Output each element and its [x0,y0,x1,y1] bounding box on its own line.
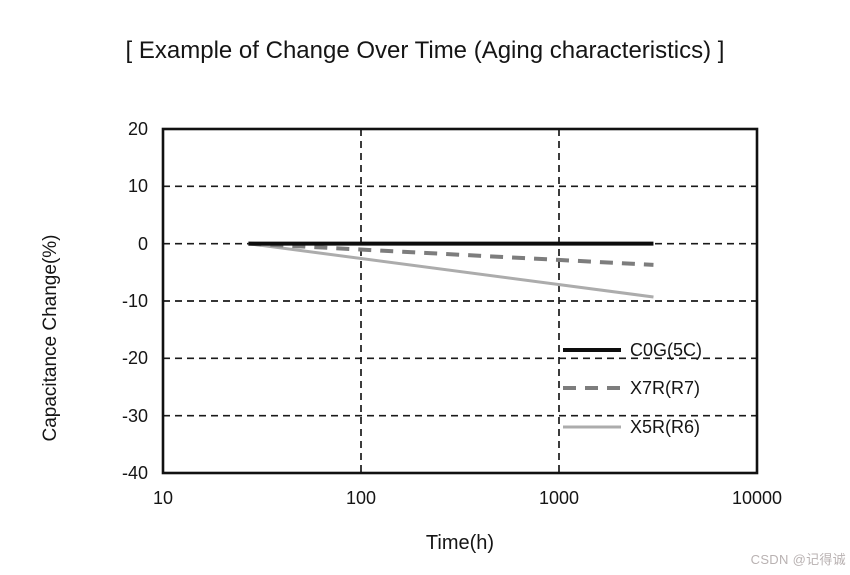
x-axis-label: Time(h) [425,532,495,554]
y-tick-label: -40 [121,463,148,483]
series-line [248,241,654,267]
plot-frame [161,127,759,475]
x-tick-label: 10000 [731,488,783,508]
legend-line-sample [563,348,621,352]
y-tick-label: 20 [127,119,148,139]
x-tick-label: 10 [152,488,174,508]
legend-line-sample [563,386,621,390]
legend-item: X5R(R6) [563,417,700,437]
series-line [248,242,654,299]
legend-item: X7R(R7) [563,378,700,398]
x-tick-label: 100 [345,488,377,508]
legend-label: X7R(R7) [630,377,701,398]
y-tick-label: -30 [121,405,148,426]
legend-item: C0G(5C) [563,340,702,360]
legend-line-sample [563,425,621,429]
x-tick-label: 1000 [538,488,580,508]
y-tick-label: -20 [121,348,148,369]
y-tick-label: 10 [127,176,148,197]
watermark: CSDN @记得诚 [750,552,846,567]
chart-title: [ Example of Change Over Time (Aging cha… [125,37,725,64]
legend-label: X5R(R6) [630,416,701,437]
y-tick-label: -10 [121,291,148,311]
y-tick-label: 0 [137,233,148,254]
legend-label: C0G(5C) [630,339,703,360]
